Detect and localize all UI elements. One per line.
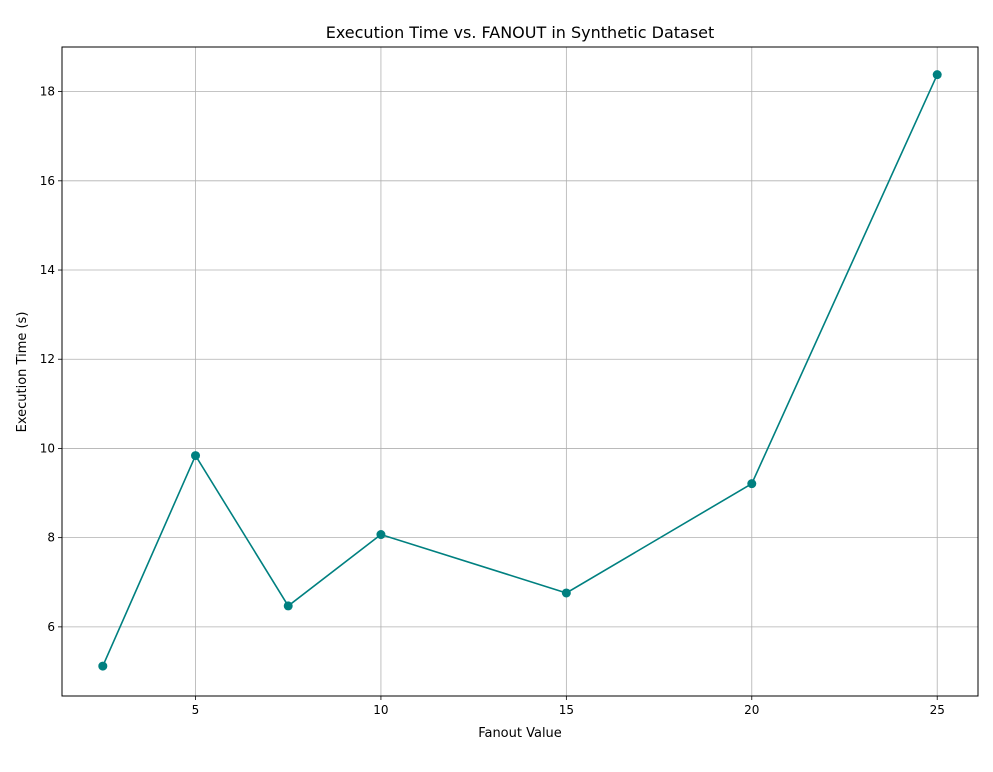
- y-tick-label: 14: [40, 263, 55, 277]
- x-axis-label: Fanout Value: [478, 726, 562, 741]
- data-point: [932, 70, 942, 80]
- series-layer: [98, 70, 942, 671]
- data-point: [98, 661, 108, 671]
- y-axis-label: Execution Time (s): [15, 312, 30, 433]
- ticks: 5 10 15 20 25 6 8 10 12 14 16 18: [40, 85, 945, 717]
- y-tick-label: 10: [40, 441, 55, 455]
- x-tick-label: 15: [559, 703, 574, 717]
- x-tick-label: 20: [744, 703, 759, 717]
- data-point: [561, 588, 571, 598]
- y-tick-label: 18: [40, 85, 55, 99]
- data-point: [747, 479, 757, 489]
- chart-title: Execution Time vs. FANOUT in Synthetic D…: [326, 23, 715, 42]
- x-tick-label: 10: [373, 703, 388, 717]
- data-point: [283, 601, 293, 611]
- data-point: [191, 451, 201, 461]
- data-point: [376, 530, 386, 540]
- x-tick-label: 5: [192, 703, 200, 717]
- y-tick-label: 8: [47, 531, 55, 545]
- grid: [62, 47, 978, 696]
- x-tick-label: 25: [930, 703, 945, 717]
- y-tick-label: 16: [40, 174, 55, 188]
- plot-frame: [61, 46, 979, 697]
- y-tick-label: 6: [47, 620, 55, 634]
- y-tick-label: 12: [40, 352, 55, 366]
